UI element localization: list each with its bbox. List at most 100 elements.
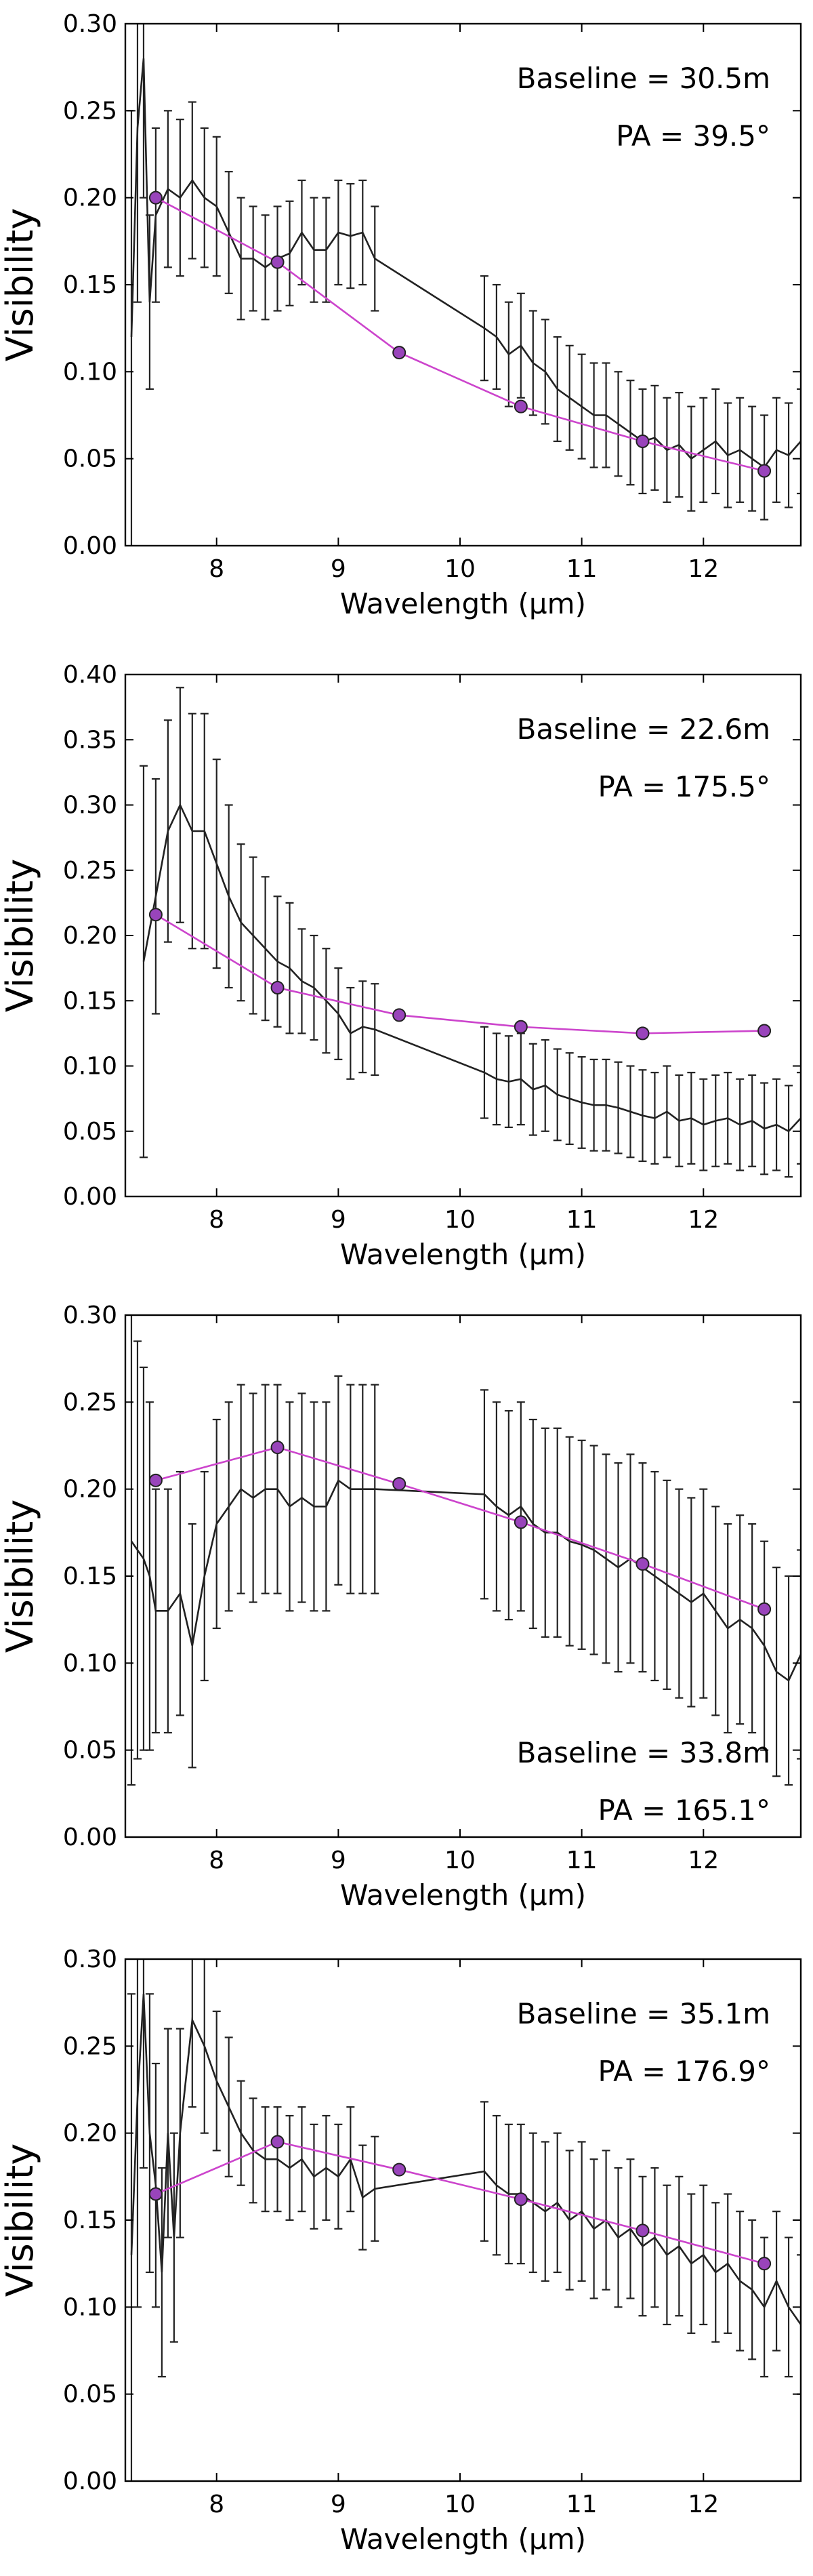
y-tick-label: 0.15 — [63, 1563, 117, 1590]
y-tick-label: 0.10 — [63, 1053, 117, 1081]
y-axis-label: Visibility — [0, 208, 41, 361]
y-axis-label: Visibility — [0, 1500, 41, 1653]
position-angle-label: PA = 165.1° — [598, 1794, 770, 1827]
model-point — [392, 346, 406, 360]
model-point — [757, 2257, 772, 2271]
observed-visibility-line — [130, 1994, 801, 2325]
model-point — [514, 1515, 528, 1529]
y-tick-label: 0.10 — [63, 1649, 117, 1677]
chart-panel-3: 0.00 0.05 0.10 0.15 0.20 0.25 0.30 8 9 10 11 12 Wave… — [0, 1302, 802, 1912]
plot-area — [127, 24, 801, 546]
baseline-label: Baseline = 22.6m — [517, 712, 770, 746]
y-tick-label: 0.25 — [63, 1388, 117, 1416]
y-tick-label: 0.05 — [63, 1737, 117, 1765]
position-angle-label: PA = 175.5° — [598, 770, 770, 803]
y-tick-label: 0.40 — [63, 661, 117, 689]
x-axis-label: Wavelength (μm) — [340, 587, 586, 620]
model-point — [635, 2223, 650, 2238]
x-tick-label: 11 — [566, 1847, 598, 1874]
y-tick-label: 0.25 — [63, 97, 117, 125]
model-point — [270, 255, 285, 269]
y-tick-label: 0.35 — [63, 726, 117, 754]
model-point — [514, 399, 528, 414]
model-point — [514, 1020, 528, 1034]
chart-panel-1: 0.00 0.05 0.10 0.15 0.20 0.25 0.30 8 9 10 11 12 Wave… — [0, 10, 802, 620]
chart-panel-2: 0.00 0.05 0.10 0.15 0.20 0.25 0.30 0.35 0.40 8 9 10… — [0, 661, 802, 1271]
y-tick-label: 0.20 — [63, 184, 117, 212]
y-tick-label: 0.15 — [63, 271, 117, 299]
model-point — [148, 908, 163, 922]
model-point — [392, 2162, 406, 2177]
model-point — [148, 2187, 163, 2201]
x-tick-label: 11 — [566, 555, 598, 583]
y-tick-label: 0.25 — [63, 857, 117, 885]
x-tick-label: 12 — [688, 1847, 719, 1874]
model-point — [635, 1557, 650, 1571]
y-tick-label: 0.20 — [63, 922, 117, 950]
model-visibility-line — [155, 1446, 765, 1610]
y-tick-label: 0.05 — [63, 1118, 117, 1146]
observed-visibility-line — [130, 58, 801, 469]
y-tick-label: 0.10 — [63, 358, 117, 386]
y-tick-label: 0.30 — [63, 10, 117, 38]
x-tick-label: 10 — [444, 1847, 476, 1874]
y-tick-label: 0.15 — [63, 987, 117, 1015]
y-tick-label: 0.10 — [63, 2293, 117, 2321]
axes-frame — [124, 22, 802, 547]
model-point — [148, 190, 163, 205]
x-tick-label: 10 — [444, 2491, 476, 2518]
y-tick-label: 0.15 — [63, 2207, 117, 2234]
x-tick-label: 11 — [566, 1206, 598, 1234]
baseline-label: Baseline = 35.1m — [517, 1997, 770, 2030]
model-point — [635, 435, 650, 448]
y-axis-label: Visibility — [0, 2144, 41, 2297]
baseline-label: Baseline = 33.8m — [517, 1736, 770, 1769]
x-tick-label: 12 — [688, 1206, 719, 1234]
y-tick-label: 0.00 — [63, 532, 117, 560]
x-tick-label: 8 — [209, 2491, 224, 2518]
y-tick-label: 0.00 — [63, 1824, 117, 1851]
x-tick-label: 9 — [331, 2491, 346, 2518]
model-visibility-line — [155, 914, 765, 1034]
y-tick-label: 0.30 — [63, 1302, 117, 1329]
axes-frame — [124, 673, 802, 1198]
position-angle-label: PA = 176.9° — [598, 2055, 770, 2088]
y-tick-label: 0.20 — [63, 1476, 117, 1504]
model-point — [757, 1602, 772, 1616]
plot-area — [127, 1959, 801, 2481]
y-axis-label: Visibility — [0, 859, 41, 1012]
model-point — [270, 981, 285, 994]
plot-area — [127, 1315, 801, 1786]
x-axis-label: Wavelength (μm) — [340, 1878, 586, 1912]
x-tick-label: 9 — [331, 555, 346, 583]
x-tick-label: 9 — [331, 1847, 346, 1874]
model-point — [757, 1024, 772, 1038]
x-tick-label: 8 — [209, 555, 224, 583]
x-tick-label: 10 — [444, 1206, 476, 1234]
model-point — [514, 2192, 528, 2207]
y-tick-label: 0.00 — [63, 2468, 117, 2495]
position-angle-label: PA = 39.5° — [616, 119, 770, 153]
model-point — [757, 464, 772, 478]
x-tick-label: 8 — [209, 1847, 224, 1874]
y-tick-label: 0.05 — [63, 445, 117, 473]
model-visibility-line — [155, 197, 765, 472]
axes-frame — [124, 1958, 802, 2482]
x-tick-label: 8 — [209, 1206, 224, 1234]
y-tick-label: 0.00 — [63, 1183, 117, 1211]
x-tick-label: 9 — [331, 1206, 346, 1234]
chart-panel-4: 0.00 0.05 0.10 0.15 0.20 0.25 0.30 8 9 10 11 12 Wave… — [0, 1946, 802, 2556]
y-tick-label: 0.20 — [63, 2120, 117, 2148]
y-tick-label: 0.30 — [63, 792, 117, 820]
model-point — [270, 2135, 285, 2149]
model-point — [392, 1476, 406, 1491]
y-tick-label: 0.05 — [63, 2381, 117, 2409]
model-visibility-line — [155, 2141, 765, 2265]
y-tick-label: 0.30 — [63, 1946, 117, 1973]
x-axis-label: Wavelength (μm) — [340, 1238, 586, 1271]
model-point — [270, 1441, 285, 1455]
model-point — [635, 1026, 650, 1041]
x-tick-label: 12 — [688, 555, 719, 583]
axes-frame — [124, 1314, 802, 1838]
